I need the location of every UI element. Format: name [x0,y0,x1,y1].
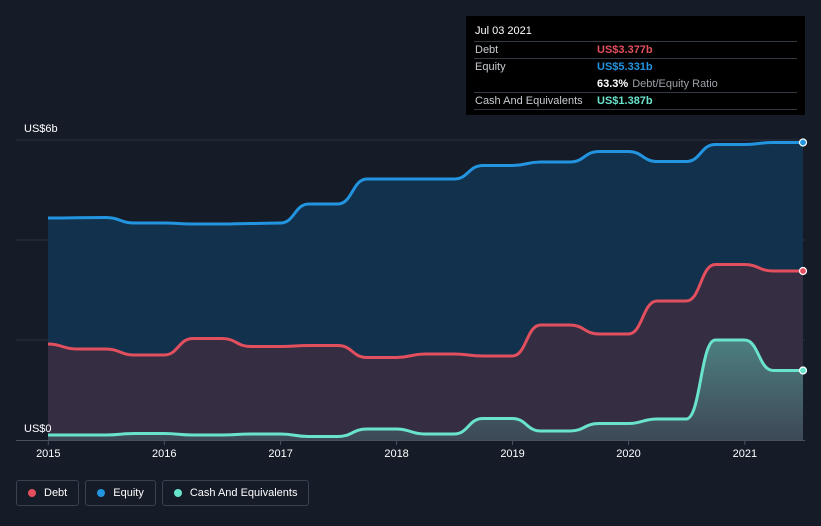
y-tick-label: US$0 [24,423,52,435]
tooltip-panel: Jul 03 2021 Debt US$3.377b Equity US$5.3… [466,16,805,115]
cash-line [48,338,803,438]
debt-end-point [798,266,808,276]
tooltip-equity-value: US$5.331b [597,61,653,73]
legend-equity-dot [97,489,106,497]
tooltip-ratio-spacer [474,76,597,92]
cash-area [48,340,803,440]
x-tick-label: 2017 [268,448,292,460]
x-tick-label: 2021 [733,448,757,460]
tooltip-cash-label: Cash And Equivalents [475,95,583,107]
legend-equity-label: Equity [113,487,144,499]
y-tick-label: US$6b [24,123,58,135]
x-tick-label: 2016 [152,448,176,460]
legend-cash-dot [173,489,182,497]
tooltip-cash-value: US$1.387b [597,95,653,107]
tooltip-row-equity: Equity US$5.331b [474,58,797,75]
x-tick-label: 2015 [36,448,60,460]
tooltip-row-ratio: 63.3% Debt/Equity Ratio [474,75,797,92]
tooltip-equity-label: Equity [475,61,506,73]
legend-debt-label: Debt [44,487,68,499]
legend-item-equity[interactable]: Equity [85,480,156,506]
tooltip-date: Jul 03 2021 [475,25,532,37]
equity-end-point [798,138,808,147]
legend-debt-dot [28,489,36,497]
equity-line [47,141,803,226]
legend-item-cash[interactable]: Cash And Equivalents [161,480,310,506]
legend: Debt Equity Cash And Equivalents [16,480,310,506]
x-tick-label: 2018 [384,448,408,460]
legend-cash-label: Cash And Equivalents [189,487,298,499]
debt-equity-chart: US$6b US$0 2015 2016 2017 2018 2019 2020 2021 [16,123,808,460]
tooltip-debt-label: Debt [475,44,499,56]
debt-area [48,264,803,440]
tooltip-ratio-label: Debt/Equity Ratio [632,78,718,90]
tooltip-row-cash: Cash And Equivalents US$1.387b [474,92,797,110]
cash-end-point [798,366,808,375]
tooltip-row-debt: Debt US$3.377b [474,41,797,58]
x-tick-label: 2019 [500,448,524,460]
legend-item-debt[interactable]: Debt [16,480,80,506]
debt-line [47,263,803,359]
x-tick-label: 2020 [616,448,640,460]
tooltip-ratio-value: 63.3% [597,78,629,90]
tooltip-debt-value: US$3.377b [597,44,653,56]
